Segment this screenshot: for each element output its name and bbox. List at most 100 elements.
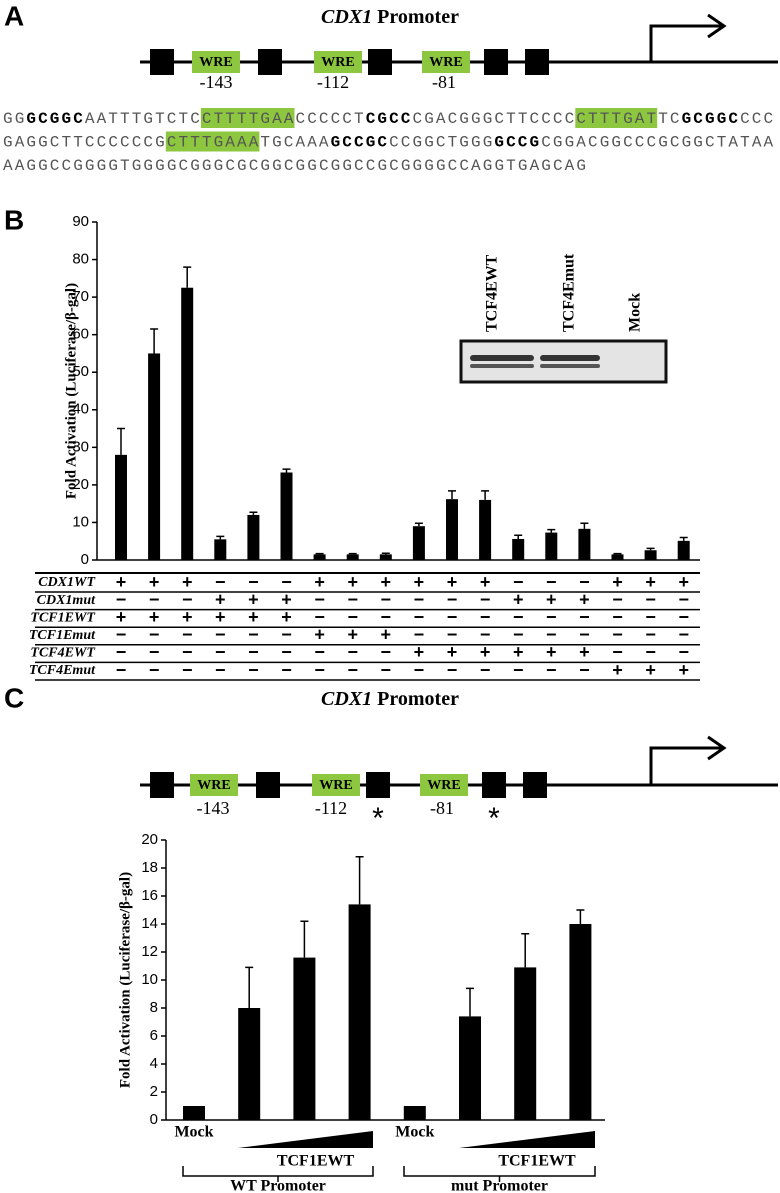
- wre-label: WRE: [321, 55, 354, 70]
- bar: [644, 550, 657, 560]
- condition-sign: +: [546, 642, 557, 662]
- y-tick-label: 0: [81, 551, 89, 568]
- error-bar: [466, 987, 474, 1017]
- sequence-segment: CTTTGAAA: [167, 134, 261, 152]
- blot-inset: [459, 339, 668, 384]
- condition-sign: +: [579, 642, 590, 662]
- condition-sign: −: [612, 642, 623, 662]
- condition-sign: −: [579, 607, 590, 627]
- condition-sign: −: [678, 625, 689, 645]
- sequence-segment: GCGGC: [682, 110, 741, 128]
- dose-ramp: [459, 1131, 595, 1148]
- bar: [545, 532, 558, 560]
- condition-sign: +: [182, 607, 193, 627]
- error-bar: [547, 528, 556, 533]
- condition-sign: −: [314, 660, 325, 680]
- condition-sign: −: [314, 607, 325, 627]
- promoter-title: CDX1 Promoter: [321, 688, 459, 710]
- group-label: WT Promoter: [230, 1178, 326, 1193]
- mutation-mark: *: [372, 802, 384, 835]
- error-bar: [282, 468, 291, 473]
- error-bar: [245, 966, 254, 1008]
- condition-sign: −: [645, 607, 656, 627]
- condition-sign: +: [281, 589, 292, 609]
- y-tick-label: 40: [72, 401, 89, 418]
- bar: [677, 540, 690, 560]
- error-bar: [521, 933, 530, 968]
- tss-arrow: [649, 746, 722, 785]
- condition-sign: −: [281, 642, 292, 662]
- condition-sign: −: [182, 660, 193, 680]
- condition-sign: +: [480, 642, 491, 662]
- sequence-segment: CGGACGGCCCGCGGCTATAA: [541, 134, 775, 152]
- condition-sign: −: [414, 589, 425, 609]
- condition-sign: −: [116, 642, 127, 662]
- panel-label: B: [4, 204, 24, 235]
- condition-sign: −: [480, 625, 491, 645]
- condition-sign: −: [447, 660, 458, 680]
- condition-sign: −: [546, 660, 557, 680]
- site-label: -81: [430, 798, 454, 818]
- condition-sign: +: [612, 572, 623, 592]
- condition-sign: −: [612, 589, 623, 609]
- condition-sign: −: [579, 625, 590, 645]
- condition-sign: −: [215, 660, 226, 680]
- condition-sign: −: [645, 642, 656, 662]
- site-label: -112: [317, 72, 349, 92]
- condition-sign: +: [678, 572, 689, 592]
- bar: [247, 514, 260, 560]
- element-box: [258, 49, 282, 75]
- error-bar: [414, 522, 423, 527]
- sequence-segment: CCC: [740, 110, 775, 128]
- condition-sign: +: [645, 660, 656, 680]
- condition-sign: −: [447, 625, 458, 645]
- condition-sign: −: [347, 607, 358, 627]
- condition-label: TCF1Emut: [29, 628, 96, 643]
- title-rest: Promoter: [377, 6, 459, 28]
- condition-sign: +: [612, 660, 623, 680]
- y-tick-label: 4: [150, 1055, 158, 1072]
- condition-sign: −: [248, 572, 259, 592]
- title-rest: Promoter: [377, 688, 459, 710]
- y-tick-label: 90: [72, 213, 89, 230]
- ramp-label: TCF1EWT: [498, 1153, 576, 1170]
- bar: [459, 1016, 481, 1120]
- promoter-title: CDX1 Promoter: [321, 6, 459, 28]
- condition-sign: −: [347, 642, 358, 662]
- condition-sign: −: [281, 625, 292, 645]
- error-bar: [514, 534, 523, 539]
- condition-sign: −: [645, 625, 656, 645]
- x-tick-label: Mock: [174, 1124, 213, 1141]
- y-tick-label: 0: [150, 1111, 158, 1128]
- sequence-segment: AAGGCCGGGGTGGGGCGGGCGCGGCGGCGGCCGCGGGGCC…: [3, 157, 588, 175]
- sequence-segment: GCCGC: [331, 134, 390, 152]
- condition-sign: +: [314, 572, 325, 592]
- site-label: -81: [432, 72, 456, 92]
- condition-label: TCF4Emut: [29, 663, 96, 678]
- wre-box: [314, 51, 362, 73]
- condition-sign: −: [248, 660, 259, 680]
- bar: [403, 1106, 426, 1120]
- element-box: [256, 772, 280, 798]
- error-bar: [300, 920, 309, 958]
- y-tick-label: 20: [72, 476, 89, 493]
- wre-label: WRE: [319, 778, 352, 793]
- gene-name: CDX1: [321, 688, 372, 710]
- condition-sign: −: [612, 607, 623, 627]
- condition-sign: +: [381, 572, 392, 592]
- condition-sign: −: [381, 642, 392, 662]
- sequence-segment: CTTTGAT: [576, 110, 658, 128]
- element-box: [366, 772, 390, 798]
- condition-sign: +: [414, 642, 425, 662]
- condition-sign: +: [447, 572, 458, 592]
- condition-sign: −: [513, 625, 524, 645]
- condition-sign: −: [414, 625, 425, 645]
- y-axis-label: Fold Activation (Luciferase/β-gal): [63, 283, 79, 499]
- condition-sign: +: [215, 589, 226, 609]
- bar: [611, 554, 624, 560]
- sequence-segment: GCGGC: [26, 110, 85, 128]
- bar: [446, 499, 458, 560]
- condition-sign: −: [480, 589, 491, 609]
- condition-sign: −: [314, 642, 325, 662]
